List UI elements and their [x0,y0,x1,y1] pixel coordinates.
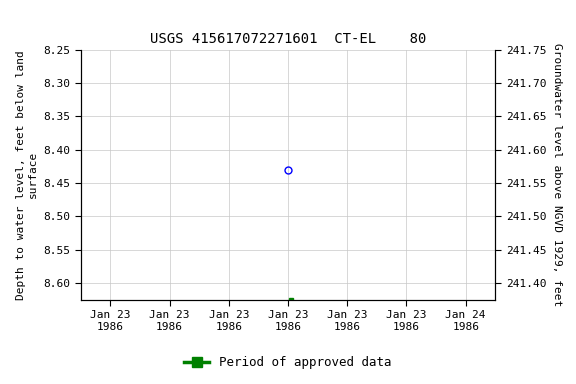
Y-axis label: Depth to water level, feet below land
surface: Depth to water level, feet below land su… [16,50,37,300]
Legend: Period of approved data: Period of approved data [179,351,397,374]
Title: USGS 415617072271601  CT-EL    80: USGS 415617072271601 CT-EL 80 [150,32,426,46]
Y-axis label: Groundwater level above NGVD 1929, feet: Groundwater level above NGVD 1929, feet [552,43,562,306]
